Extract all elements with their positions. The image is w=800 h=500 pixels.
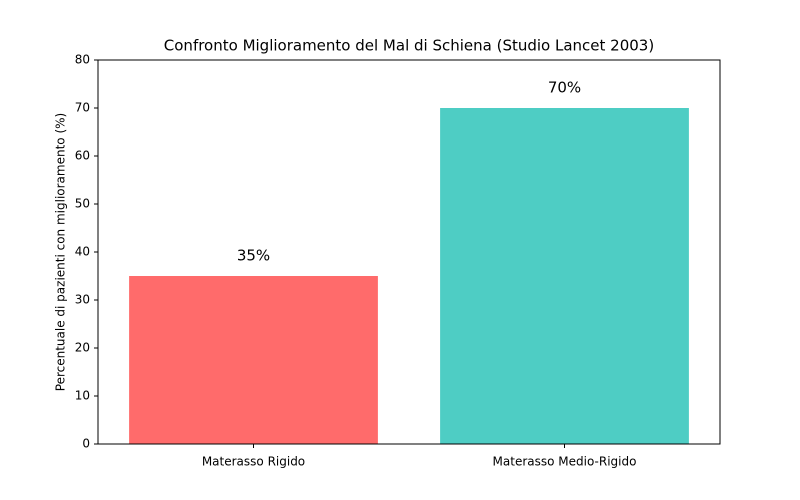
x-tick-label: Materasso Medio-Rigido: [493, 455, 637, 469]
chart-title: Confronto Miglioramento del Mal di Schie…: [164, 37, 654, 55]
plot-frame: [97, 59, 721, 445]
y-tick-label: 70: [75, 101, 90, 115]
y-tick-label: 0: [82, 437, 90, 451]
y-tick-label: 30: [75, 293, 90, 307]
y-tick-label: 10: [75, 389, 90, 403]
value-label: 35%: [237, 247, 270, 265]
y-tick-label: 40: [75, 245, 90, 259]
y-axis-label: Percentuale di pazienti con migliorament…: [54, 113, 68, 391]
value-label: 70%: [548, 79, 581, 97]
bar: [440, 108, 689, 444]
y-tick-label: 50: [75, 197, 90, 211]
y-tick-label: 60: [75, 149, 90, 163]
y-tick-label: 80: [75, 53, 90, 67]
bar: [129, 276, 378, 444]
x-tick-label: Materasso Rigido: [202, 455, 305, 469]
y-tick-label: 20: [75, 341, 90, 355]
